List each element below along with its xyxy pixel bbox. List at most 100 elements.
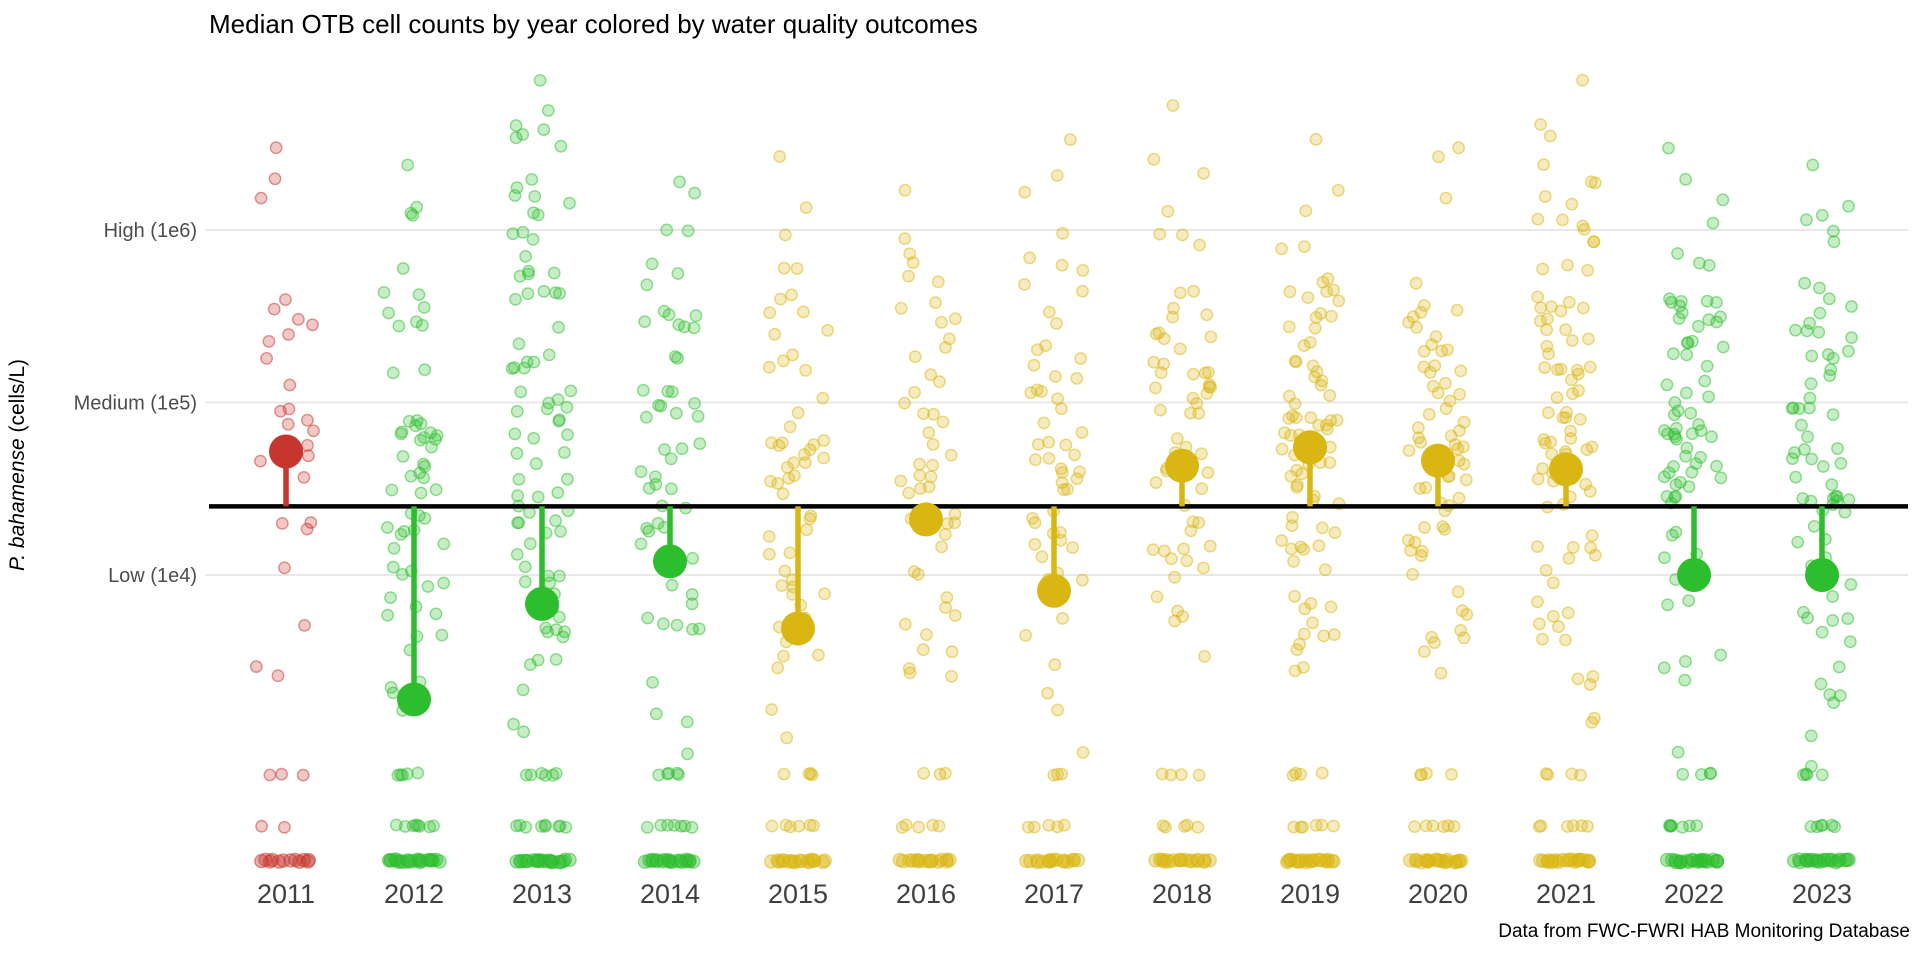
- jitter-point: [922, 480, 936, 494]
- jitter-point: [1801, 611, 1815, 625]
- jitter-point: [1562, 295, 1576, 309]
- jitter-point: [552, 610, 566, 624]
- jitter-point: [271, 669, 285, 683]
- jitter-point: [1531, 290, 1545, 304]
- jitter-point: [1175, 768, 1188, 781]
- chart-caption: Data from FWC-FWRI HAB Monitoring Databa…: [1498, 921, 1910, 942]
- jitter-point: [1153, 227, 1167, 241]
- jitter-point: [948, 609, 962, 622]
- jitter-point: [672, 768, 685, 781]
- jitter-point: [939, 601, 952, 614]
- jitter-point: [1822, 292, 1836, 306]
- jitter-point: [661, 384, 675, 398]
- jitter-point: [1562, 552, 1576, 565]
- jitter-point: [1828, 820, 1842, 834]
- jitter-point: [912, 820, 926, 834]
- jitter-point: [1667, 347, 1680, 361]
- jitter-point: [688, 397, 701, 410]
- jitter-point: [1576, 301, 1590, 315]
- jitter-point: [429, 607, 443, 621]
- jitter-point: [1700, 359, 1714, 373]
- jitter-point: [1532, 820, 1546, 833]
- jitter-point: [803, 512, 817, 526]
- jitter-point: [1583, 678, 1597, 691]
- jitter-point: [554, 525, 567, 538]
- jitter-point: [398, 820, 412, 833]
- jitter-point: [1314, 378, 1328, 392]
- jitter-point: [1826, 408, 1840, 421]
- jitter-point: [428, 852, 444, 867]
- jitter-point: [1066, 541, 1080, 554]
- jitter-point: [656, 617, 670, 631]
- jitter-point: [1037, 416, 1051, 430]
- jitter-point: [906, 256, 920, 269]
- jitter-point: [907, 565, 921, 579]
- jitter-point: [1693, 256, 1706, 270]
- jitter-point: [1325, 309, 1338, 323]
- jitter-point: [649, 707, 663, 721]
- jitter-point: [1039, 339, 1053, 352]
- jitter-point: [1832, 660, 1846, 674]
- jitter-point: [1797, 768, 1810, 782]
- jitter-point: [417, 431, 431, 444]
- jitter-point: [816, 391, 830, 405]
- jitter-point: [1204, 330, 1218, 344]
- jitter-point: [1035, 385, 1048, 398]
- jitter-point: [768, 327, 782, 341]
- jitter-point: [527, 355, 541, 369]
- jitter-point: [771, 661, 785, 675]
- jitter-point: [1019, 629, 1032, 642]
- jitter-point: [282, 402, 296, 416]
- jitter-point: [791, 406, 805, 420]
- jitter-point: [1827, 696, 1841, 709]
- jitter-point: [1326, 854, 1341, 869]
- jitter-point: [505, 362, 519, 375]
- jitter-point: [898, 232, 912, 246]
- jitter-point: [1450, 303, 1464, 317]
- jitter-point: [1198, 366, 1212, 380]
- jitter-point: [1844, 578, 1858, 591]
- jitter-point: [1076, 746, 1090, 759]
- jitter-points-2011: [249, 141, 320, 869]
- y-axis-title: P. bahamense (cells/L): [6, 359, 29, 571]
- jitter-point: [1667, 460, 1680, 473]
- jitter-point: [646, 676, 659, 689]
- jitter-point: [1658, 424, 1671, 437]
- jitter-point: [1197, 561, 1210, 575]
- jitter-point: [818, 587, 831, 601]
- jitter-point: [1702, 390, 1716, 404]
- jitter-point: [634, 465, 648, 479]
- jitter-point: [298, 619, 311, 632]
- jitter-point: [1054, 462, 1068, 476]
- jitter-point: [1434, 666, 1448, 680]
- jitter-point: [1284, 542, 1298, 556]
- jitter-point: [1314, 307, 1328, 320]
- jitter-point: [1027, 820, 1041, 834]
- jitter-point: [1791, 535, 1805, 549]
- median-dot-2014: [653, 544, 687, 579]
- jitter-point: [1576, 73, 1589, 87]
- jitter-point: [561, 428, 574, 442]
- jitter-point: [549, 653, 563, 666]
- jitter-point: [1716, 193, 1730, 207]
- jitter-point: [944, 448, 958, 462]
- jitter-point: [1827, 235, 1841, 249]
- jitter-point: [1201, 466, 1215, 480]
- x-tick-label-2011: 2011: [257, 879, 315, 909]
- jitter-point: [1662, 141, 1675, 155]
- jitter-point: [1171, 604, 1185, 618]
- jitter-point: [1426, 379, 1440, 393]
- jitter-point: [1823, 369, 1837, 382]
- jitter-point: [413, 466, 427, 480]
- jitter-point: [1321, 272, 1335, 286]
- jitter-point: [392, 319, 406, 333]
- jitter-point: [640, 278, 654, 292]
- jitter-point: [787, 456, 801, 470]
- jitter-point: [1533, 617, 1546, 631]
- jitter-point: [1330, 413, 1344, 427]
- jitter-point: [300, 413, 314, 427]
- jitter-point: [1671, 745, 1685, 759]
- jitter-point: [1676, 767, 1690, 781]
- jitter-points-2017: [1018, 133, 1090, 870]
- jitter-points-2015: [762, 150, 834, 870]
